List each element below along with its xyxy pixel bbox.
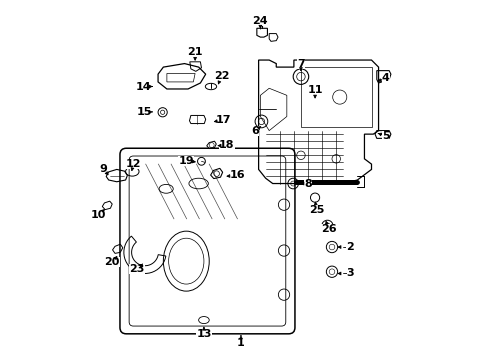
Text: 4: 4 (381, 73, 389, 83)
Text: 6: 6 (251, 126, 259, 136)
Text: 2: 2 (346, 242, 353, 252)
Text: 14: 14 (136, 81, 151, 91)
Text: 21: 21 (187, 47, 203, 57)
Text: 15: 15 (136, 107, 151, 117)
Text: 20: 20 (104, 257, 120, 267)
Text: 22: 22 (213, 71, 229, 81)
Text: 11: 11 (306, 85, 322, 95)
Text: 3: 3 (346, 269, 353, 279)
Text: 7: 7 (297, 59, 304, 68)
Text: 13: 13 (196, 329, 211, 339)
Text: 12: 12 (125, 159, 141, 169)
Text: 16: 16 (229, 170, 245, 180)
Text: 24: 24 (252, 16, 267, 26)
Text: 5: 5 (381, 131, 388, 141)
Text: 9: 9 (99, 165, 107, 174)
Text: 18: 18 (219, 140, 234, 150)
Text: 19: 19 (178, 156, 194, 166)
Text: 8: 8 (304, 179, 311, 189)
Text: 1: 1 (237, 338, 244, 348)
Text: 10: 10 (90, 210, 105, 220)
Text: 17: 17 (215, 115, 231, 125)
Text: 26: 26 (321, 224, 336, 234)
Text: 23: 23 (129, 264, 144, 274)
Text: 25: 25 (308, 205, 324, 215)
